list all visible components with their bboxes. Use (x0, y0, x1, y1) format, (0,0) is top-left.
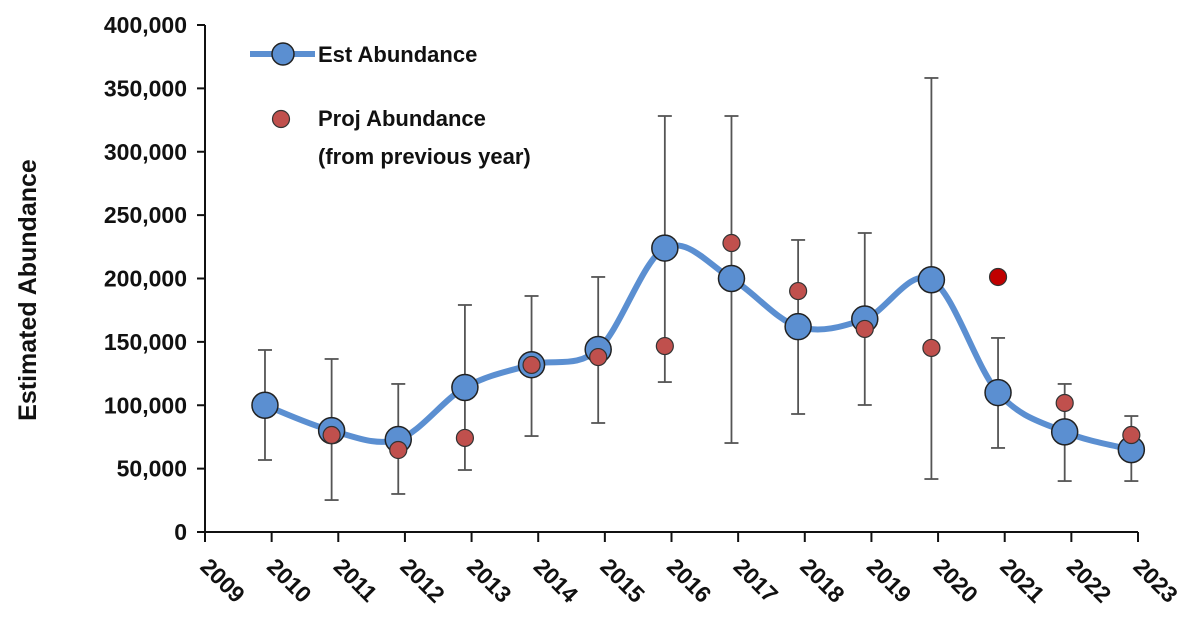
x-tick-label: 2009 (195, 553, 250, 608)
x-tick-label: 2015 (595, 553, 650, 608)
proj-marker (922, 338, 941, 358)
x-tick-label: 2022 (1062, 553, 1117, 608)
x-tick-label: 2020 (929, 553, 984, 608)
proj-marker (789, 281, 808, 301)
x-tick-label: 2010 (262, 553, 317, 608)
proj-marker (389, 440, 408, 460)
y-tick-label: 350,000 (104, 75, 187, 101)
proj-marker (455, 428, 475, 448)
est-marker (451, 373, 479, 402)
y-tick-label: 250,000 (104, 202, 187, 228)
x-tick-label: 2018 (795, 553, 850, 608)
proj-marker (988, 267, 1008, 287)
est-marker (651, 234, 679, 262)
legend-label: Proj Abundance (from previous year) (318, 106, 531, 169)
x-tick-label: 2011 (329, 553, 383, 607)
proj-marker (655, 336, 674, 356)
x-tick-label: 2021 (995, 553, 1050, 608)
proj-marker (322, 425, 341, 445)
x-tick-label: 2017 (729, 553, 784, 608)
y-tick-label: 150,000 (104, 329, 187, 355)
x-tick-label: 2012 (395, 553, 450, 608)
est-marker (984, 378, 1012, 407)
est-marker (784, 312, 812, 341)
proj-marker (1055, 393, 1074, 413)
est-marker (1050, 418, 1079, 446)
x-tick-label: 2023 (1128, 553, 1183, 608)
proj-marker (1122, 425, 1141, 445)
est-marker (717, 264, 746, 293)
y-tick-label: 50,000 (117, 456, 187, 482)
proj-marker (722, 233, 741, 253)
est-marker (251, 391, 279, 419)
x-tick-label: 2013 (462, 553, 517, 608)
proj-marker (855, 319, 874, 339)
legend-marker (271, 109, 291, 129)
legend-marker (271, 42, 295, 66)
line (263, 242, 1133, 453)
y-tick-label: 200,000 (104, 266, 187, 292)
legend-label: Est Abundance (318, 42, 477, 67)
x-tick-label: 2019 (862, 553, 917, 608)
y-tick-label: 400,000 (104, 12, 187, 38)
y-tick-label: 300,000 (104, 139, 187, 165)
y-tick-label: 0 (174, 519, 187, 545)
legend-label-box: Proj Abundance (from previous year) (318, 106, 531, 169)
y-axis-title: Estimated Abundance (14, 159, 42, 421)
y-tick-label: 100,000 (104, 392, 187, 418)
x-tick-label: 2014 (529, 553, 584, 608)
est-marker (917, 266, 946, 294)
x-tick-label: 2016 (662, 553, 717, 608)
proj-marker (589, 347, 608, 367)
proj-marker (522, 355, 541, 375)
